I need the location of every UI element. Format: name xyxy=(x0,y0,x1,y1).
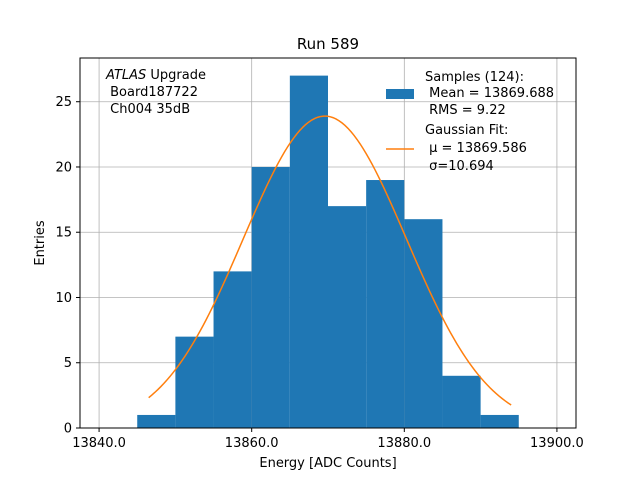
axis-ticks: 13840.0 13860.0 13880.0 13900.0 0 5 10 15 20 25 xyxy=(55,95,583,451)
legend-fit-line-3: σ=10.694 xyxy=(425,159,494,174)
legend-samples-line-3: RMS = 9.22 xyxy=(425,103,506,118)
legend-samples-line-1: Samples (124): xyxy=(425,70,524,85)
histogram-bar xyxy=(442,375,481,428)
legend: Samples (124): Mean = 13869.688 RMS = 9.… xyxy=(386,70,554,174)
histogram-bar xyxy=(251,166,290,429)
histogram-bar xyxy=(137,414,176,428)
x-tick-label: 13880.0 xyxy=(377,436,431,451)
legend-samples-line-2: Mean = 13869.688 xyxy=(425,86,554,101)
atlas-label: ATLAS xyxy=(105,68,146,83)
x-tick-label: 13840.0 xyxy=(72,436,126,451)
x-tick-label: 13900.0 xyxy=(530,436,584,451)
annotation-line-3: Ch004 35dB xyxy=(106,102,190,117)
histogram-bars xyxy=(137,75,519,429)
legend-fit-line-1: Gaussian Fit: xyxy=(425,123,508,138)
upgrade-label: Upgrade xyxy=(146,68,206,83)
annotation-box: ATLAS Upgrade Board187722 Ch004 35dB xyxy=(105,68,206,117)
plot-frame xyxy=(79,57,577,429)
x-axis-title: Energy [ADC Counts] xyxy=(259,456,396,471)
histogram-bar xyxy=(213,271,252,428)
gaussian-fit-curve xyxy=(148,115,512,406)
y-tick-label: 20 xyxy=(55,160,72,175)
histogram-bar xyxy=(328,206,367,428)
y-tick-label: 10 xyxy=(55,291,72,306)
histogram-bar xyxy=(404,219,443,428)
histogram-bar xyxy=(366,180,405,428)
y-axis-title: Entries xyxy=(33,220,48,266)
histogram-bar xyxy=(175,336,214,428)
y-tick-label: 0 xyxy=(64,422,72,437)
annotation-line-2: Board187722 xyxy=(106,85,198,100)
histogram-bar xyxy=(480,414,519,428)
x-tick-label: 13860.0 xyxy=(225,436,279,451)
annotation-line-1: ATLAS Upgrade xyxy=(105,68,206,83)
chart-title: Run 589 xyxy=(297,35,359,53)
y-tick-label: 5 xyxy=(64,356,72,371)
y-tick-label: 25 xyxy=(55,95,72,110)
legend-samples-swatch xyxy=(386,89,414,99)
y-tick-label: 15 xyxy=(55,226,72,241)
legend-fit-line-2: μ = 13869.586 xyxy=(425,141,527,156)
histogram-bar xyxy=(289,75,328,428)
